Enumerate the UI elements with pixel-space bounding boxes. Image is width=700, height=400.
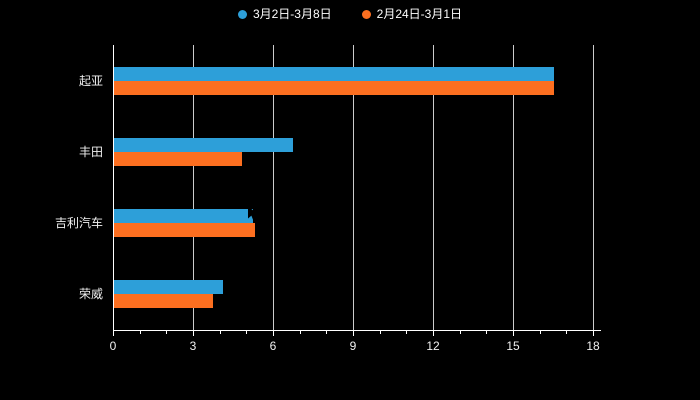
- legend-item-0[interactable]: 3月2日-3月8日: [237, 7, 332, 21]
- x-axis-line: [113, 330, 601, 331]
- axis-minor-tick: [139, 331, 141, 334]
- gridline: [193, 45, 194, 330]
- legend-marker-icon: [237, 9, 247, 19]
- gridline: [513, 45, 514, 330]
- x-tick-label: 9: [349, 339, 357, 353]
- axis-minor-tick: [326, 331, 328, 334]
- x-tick-label: 18: [586, 339, 600, 353]
- axis-minor-tick: [459, 331, 461, 334]
- axis-minor-tick: [379, 331, 381, 334]
- bar-series-0-category-3[interactable]: [114, 280, 224, 295]
- axis-minor-tick: [246, 331, 248, 334]
- legend-marker-icon: [361, 9, 371, 19]
- legend-label: 2月24日-3月1日: [376, 7, 463, 21]
- axis-tick: [513, 331, 514, 336]
- bar-series-1-category-3[interactable]: [114, 294, 213, 309]
- bar-series-0-category-2[interactable]: [114, 209, 253, 224]
- x-tick-label: 6: [269, 339, 277, 353]
- x-tick-label: 0: [109, 339, 117, 353]
- mouse-cursor-icon: [248, 206, 258, 221]
- axis-minor-tick: [219, 331, 221, 334]
- x-tick-label: 15: [506, 339, 520, 353]
- bar-series-1-category-2[interactable]: [114, 223, 256, 238]
- axis-tick: [113, 331, 114, 336]
- chart-legend: 3月2日-3月8日 2月24日-3月1日: [0, 7, 700, 21]
- axis-tick: [433, 331, 434, 336]
- axis-minor-tick: [486, 331, 488, 334]
- y-category-label: 荣威: [78, 287, 103, 302]
- bar-series-0-category-1[interactable]: [114, 137, 293, 152]
- axis-tick: [273, 331, 274, 336]
- bar-series-1-category-1[interactable]: [114, 151, 242, 166]
- x-tick-label: 3: [189, 339, 197, 353]
- y-category-label: 丰田: [78, 144, 103, 159]
- gridline: [593, 45, 594, 330]
- axis-minor-tick: [539, 331, 541, 334]
- legend-item-1[interactable]: 2月24日-3月1日: [361, 7, 463, 21]
- axis-minor-tick: [299, 331, 301, 334]
- axis-tick: [353, 331, 354, 336]
- x-tick-label: 12: [426, 339, 440, 353]
- gridline: [353, 45, 354, 330]
- axis-tick: [193, 331, 194, 336]
- bar-series-1-category-0[interactable]: [114, 80, 554, 95]
- gridline: [273, 45, 274, 330]
- axis-minor-tick: [566, 331, 568, 334]
- axis-minor-tick: [406, 331, 408, 334]
- bar-series-0-category-0[interactable]: [114, 66, 554, 81]
- y-category-label: 起亚: [78, 73, 103, 88]
- axis-tick: [593, 331, 594, 336]
- gridline: [433, 45, 434, 330]
- y-axis-line: [113, 45, 114, 330]
- axis-minor-tick: [166, 331, 168, 334]
- y-category-label: 吉利汽车: [54, 216, 103, 231]
- legend-label: 3月2日-3月8日: [252, 7, 332, 21]
